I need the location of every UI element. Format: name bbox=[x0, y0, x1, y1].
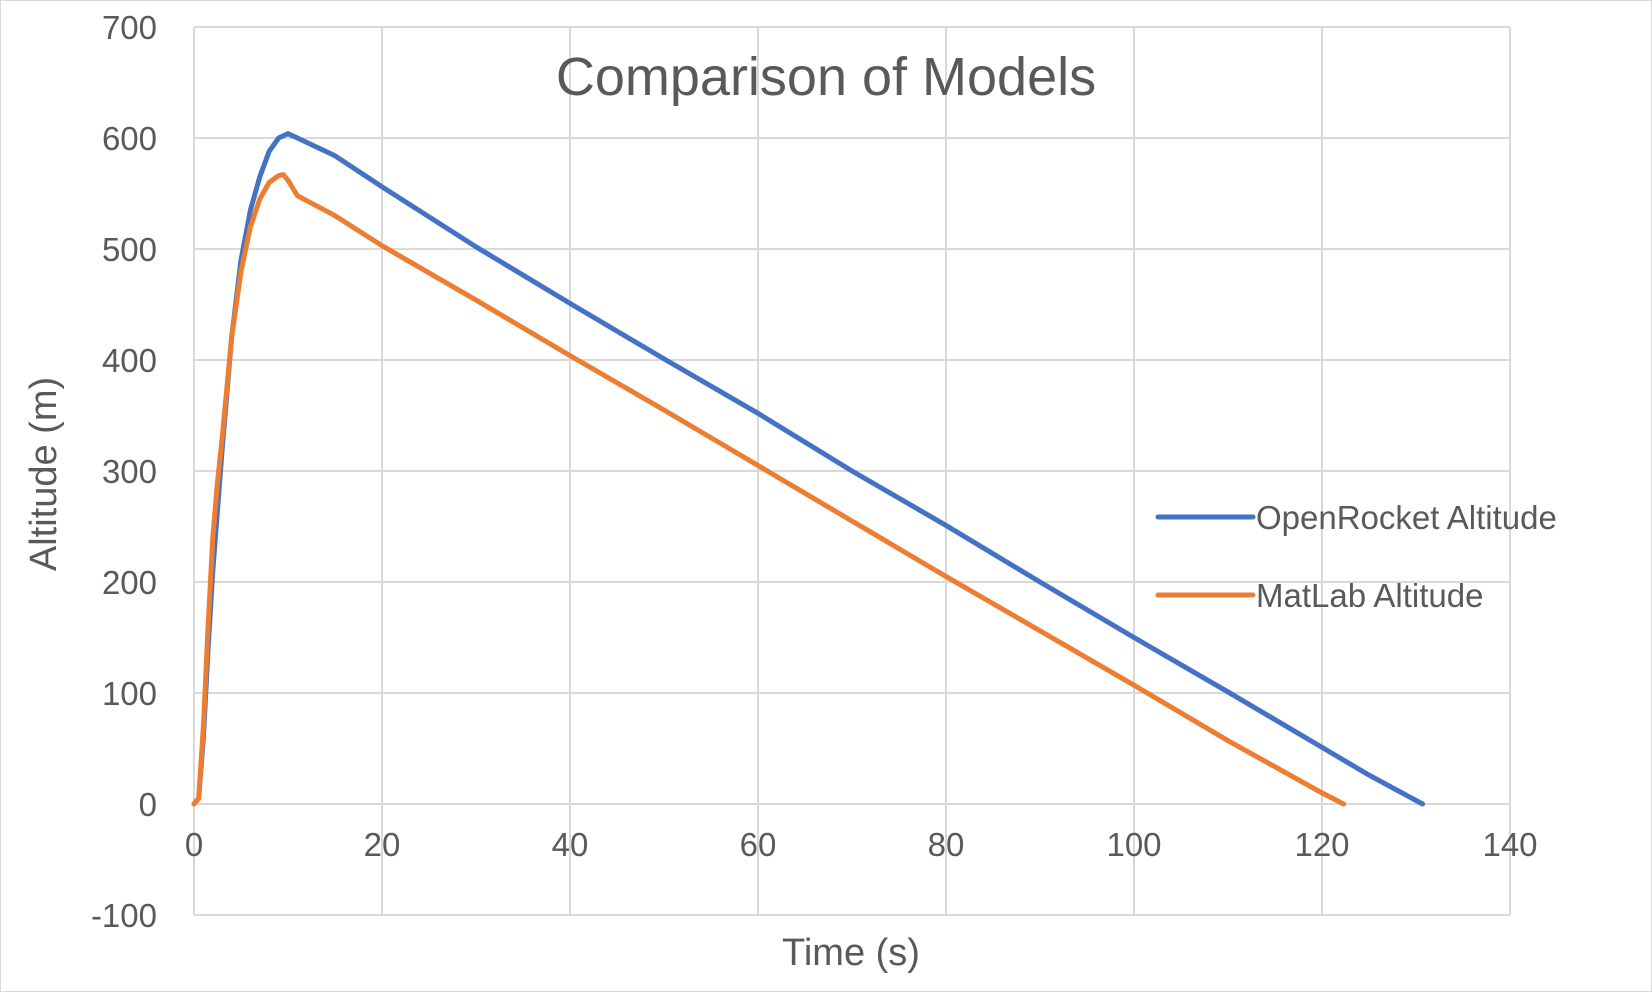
y-tick-label: 0 bbox=[139, 786, 157, 823]
y-axis-ticks: -100 0 100 200 300 400 500 600 700 bbox=[91, 9, 157, 934]
x-tick-label: 120 bbox=[1294, 826, 1349, 863]
x-tick-label: 20 bbox=[364, 826, 401, 863]
x-tick-label: 0 bbox=[185, 826, 203, 863]
legend: OpenRocket Altitude MatLab Altitude bbox=[1155, 499, 1557, 614]
x-axis-title: Time (s) bbox=[782, 932, 920, 974]
legend-label: MatLab Altitude bbox=[1256, 577, 1484, 614]
x-tick-label: 80 bbox=[928, 826, 965, 863]
y-tick-label: 400 bbox=[102, 342, 157, 379]
series-line-1 bbox=[191, 172, 1347, 807]
y-tick-label: -100 bbox=[91, 897, 157, 934]
x-tick-label: 60 bbox=[740, 826, 777, 863]
chart-title: Comparison of Models bbox=[556, 47, 1096, 107]
grid bbox=[193, 26, 1511, 916]
y-tick-label: 100 bbox=[102, 675, 157, 712]
series-line-0 bbox=[191, 131, 1426, 807]
x-axis-ticks: 0 20 40 60 80 100 120 140 bbox=[185, 826, 1538, 863]
legend-label: OpenRocket Altitude bbox=[1256, 499, 1557, 536]
y-tick-label: 500 bbox=[102, 231, 157, 268]
x-tick-label: 40 bbox=[552, 826, 589, 863]
y-tick-label: 200 bbox=[102, 564, 157, 601]
x-tick-label: 100 bbox=[1106, 826, 1161, 863]
y-tick-label: 700 bbox=[102, 9, 157, 46]
x-tick-label: 140 bbox=[1482, 826, 1537, 863]
y-tick-label: 300 bbox=[102, 453, 157, 490]
y-tick-label: 600 bbox=[102, 120, 157, 157]
y-axis-title: Altitude (m) bbox=[23, 377, 65, 571]
series-layer bbox=[191, 131, 1426, 807]
